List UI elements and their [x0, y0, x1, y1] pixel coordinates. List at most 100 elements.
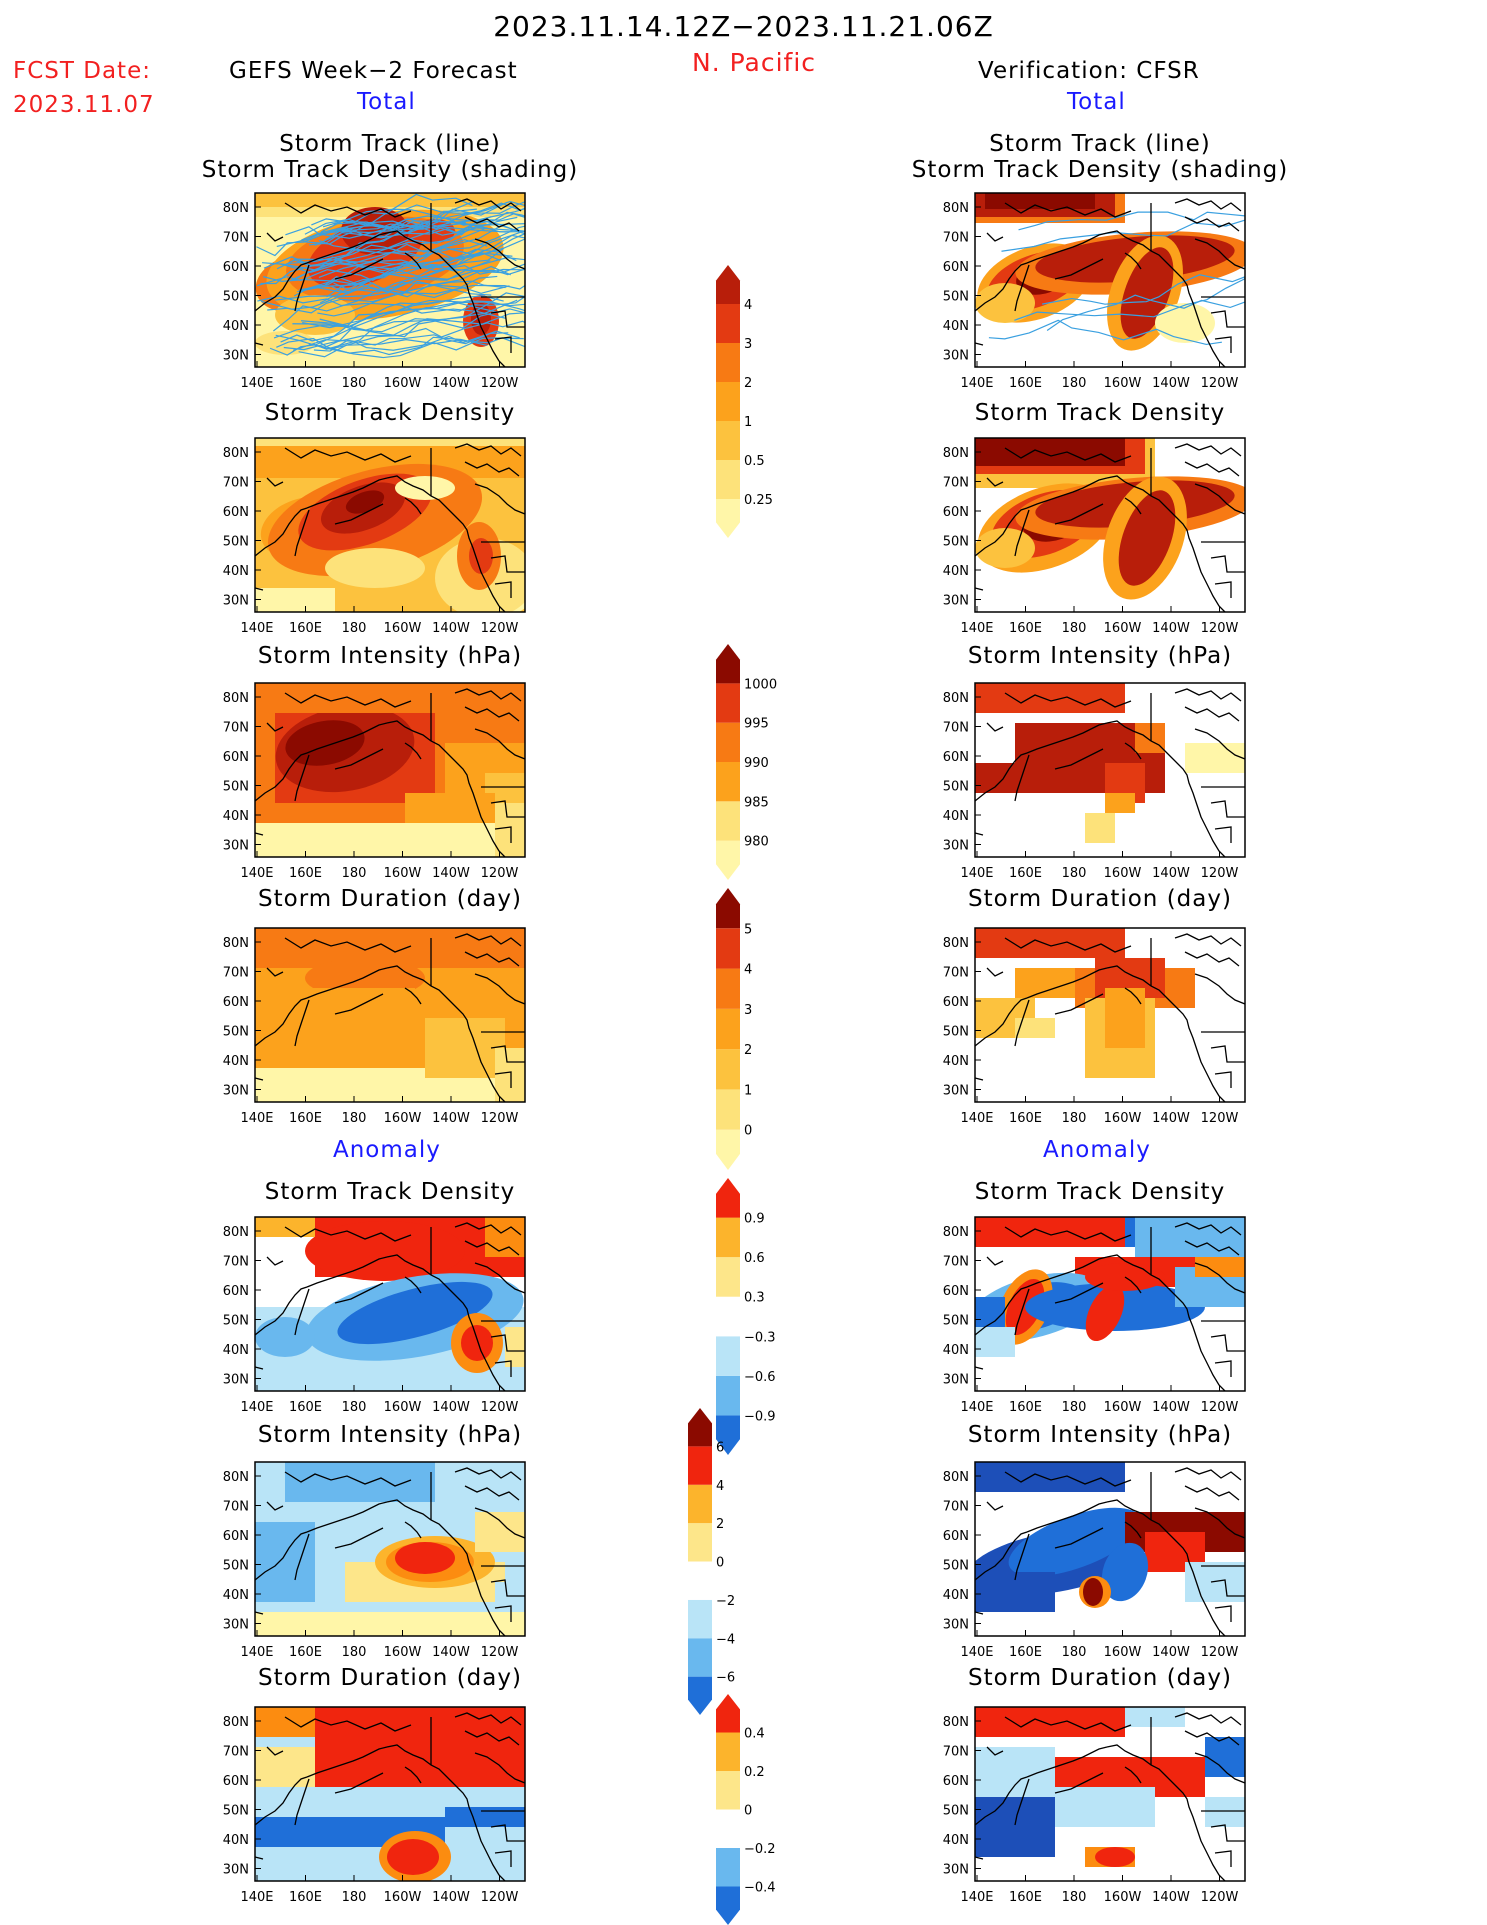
colorbar-label: 0.5 — [744, 454, 765, 469]
lat-tick-label: 60N — [223, 1529, 249, 1544]
coastline-path — [306, 232, 388, 264]
lat-tick-label: 60N — [223, 260, 249, 275]
lat-tick-label: 30N — [223, 1373, 249, 1388]
map-panel-l7: 80N 70N 60N 50N 40N 30N 140E 160E 180 160W 140W 120… — [223, 1706, 526, 1905]
colorbar-label: −0.4 — [744, 1881, 776, 1896]
lat-tick-label: 80N — [223, 691, 249, 706]
coastline — [974, 1712, 1246, 1882]
coastline-path — [1210, 1334, 1245, 1352]
coastline — [974, 198, 1246, 368]
lon-tick-label: 160W — [384, 866, 422, 881]
lat-tick-label: 80N — [943, 936, 969, 951]
colorbar-segment — [716, 304, 740, 343]
coastline — [254, 443, 526, 613]
lon-tick-label: 140W — [1152, 621, 1190, 636]
coastline-path — [294, 999, 310, 1047]
shade-region — [405, 793, 495, 823]
lat-tick-label: 30N — [223, 1618, 249, 1633]
lon-tick-label: 120W — [1201, 1645, 1239, 1660]
shade-region — [255, 1747, 315, 1787]
coastline-path — [1014, 264, 1030, 312]
lat-tick-label: 40N — [223, 564, 249, 579]
shade-region — [975, 683, 1125, 713]
coastline — [254, 198, 526, 368]
coastline-path — [494, 1071, 512, 1088]
coastline-path — [1194, 1752, 1246, 1784]
colorbar-label: 0 — [716, 1556, 724, 1571]
lat-tick-label: 60N — [943, 1529, 969, 1544]
storm-track-line — [294, 226, 524, 267]
map-frame — [974, 1461, 1246, 1637]
lat-tick-label: 60N — [223, 505, 249, 520]
lat-tick-label: 40N — [943, 564, 969, 579]
colorbar-segment — [716, 1375, 740, 1416]
coastline-path — [386, 965, 506, 1103]
coastline — [974, 1467, 1246, 1637]
lon-tick-label: 160E — [289, 376, 322, 391]
lon-tick-label: 120W — [481, 1890, 519, 1905]
lon-tick-label: 120W — [1201, 1111, 1239, 1126]
coastline-path — [1004, 1716, 1132, 1732]
shade-region — [255, 1522, 315, 1602]
lon-tick-label: 180 — [1062, 1890, 1087, 1905]
lat-tick-label: 70N — [223, 966, 249, 981]
coastline-path — [1210, 800, 1245, 818]
coastline-path — [454, 443, 522, 457]
map-frame — [254, 682, 526, 858]
coastline-path — [1026, 722, 1108, 754]
lon-tick-label: 120W — [481, 1400, 519, 1415]
shade-region — [395, 1542, 455, 1574]
map-frame — [974, 682, 1246, 858]
coastline-path — [386, 720, 506, 858]
shade-region — [275, 988, 415, 1058]
shade-region — [1095, 1847, 1135, 1867]
shade-region — [495, 803, 525, 857]
lat-tick-label: 70N — [943, 231, 969, 246]
coastline-path — [1184, 706, 1240, 722]
coastline-path — [1184, 1240, 1240, 1256]
coastline-path — [1210, 1579, 1245, 1597]
lon-tick-label: 120W — [481, 621, 519, 636]
shade-region — [1083, 1578, 1103, 1606]
colorbar-cap-top — [716, 644, 740, 684]
coastline-path — [1124, 497, 1142, 515]
shade-region — [387, 1839, 439, 1875]
map-frame — [974, 1706, 1246, 1882]
lat-tick-label: 70N — [223, 1500, 249, 1515]
coastline-path — [1106, 965, 1226, 1103]
colorbar-label: 0.6 — [744, 1251, 765, 1266]
lon-tick-label: 140W — [432, 1400, 470, 1415]
lat-tick-label: 60N — [223, 1284, 249, 1299]
storm-track-line — [292, 300, 525, 328]
coastline-path — [494, 826, 512, 843]
storm-track-line — [333, 263, 525, 293]
coastline-path — [306, 967, 388, 999]
panel-title-l2: Storm Track Density — [264, 400, 516, 426]
map-panel-r5: 80N 70N 60N 50N 40N 30N 140E 160E 180 160W 140W 120… — [943, 1216, 1246, 1415]
lon-tick-label: 160W — [1104, 621, 1142, 636]
coastline-path — [454, 933, 522, 947]
lat-tick-label: 50N — [943, 780, 969, 795]
map-frame — [254, 437, 526, 613]
coastline-path — [494, 1605, 512, 1622]
colorbar-label: 1 — [744, 415, 752, 430]
lon-tick-label: 120W — [1201, 1400, 1239, 1415]
lat-tick-label: 60N — [943, 505, 969, 520]
coastline-path — [1124, 742, 1142, 760]
colorbar-label: 0 — [744, 1124, 752, 1139]
colorbar-cap-top — [716, 1178, 740, 1218]
lat-tick-label: 60N — [943, 260, 969, 275]
coastline-path — [1174, 443, 1242, 457]
coastline-path — [284, 937, 412, 953]
lon-tick-label: 140W — [1152, 376, 1190, 391]
lat-tick-label: 40N — [223, 1833, 249, 1848]
coastline — [254, 933, 526, 1103]
storm-track-line — [301, 207, 525, 241]
panel-title-l7: Storm Duration (day) — [258, 1665, 522, 1691]
lon-tick-label: 120W — [481, 1645, 519, 1660]
colorbar-segment — [716, 762, 740, 802]
lon-tick-label: 180 — [342, 1400, 367, 1415]
coastline-path — [294, 754, 310, 802]
coastline-path — [974, 1611, 984, 1615]
shade-region — [461, 1325, 493, 1361]
